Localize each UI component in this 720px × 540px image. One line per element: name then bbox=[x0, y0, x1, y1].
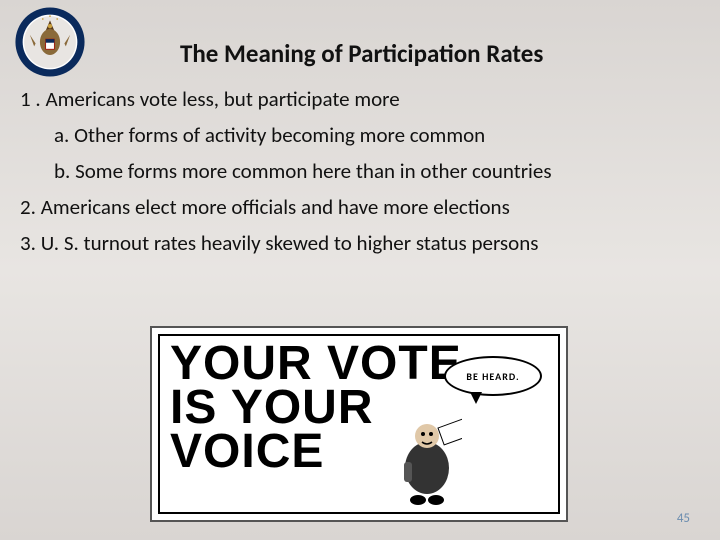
us-seal-logo bbox=[14, 6, 86, 78]
cartoon-line1: YOUR VOTE bbox=[170, 342, 462, 386]
cartoon-inner: YOUR VOTE IS YOUR VOICE BE HEARD. bbox=[158, 334, 560, 514]
slide-title: The Meaning of Participation Rates bbox=[180, 38, 543, 69]
content-area: 1 . Americans vote less, but participate… bbox=[20, 86, 700, 256]
cartoon-figure bbox=[392, 410, 462, 506]
page-number: 45 bbox=[677, 511, 690, 526]
point-2: 2. Americans elect more officials and ha… bbox=[20, 194, 700, 220]
point-1b: b. Some forms more common here than in o… bbox=[54, 158, 700, 184]
point-1a: a. Other forms of activity becoming more… bbox=[54, 122, 700, 148]
point-3: 3. U. S. turnout rates heavily skewed to… bbox=[20, 230, 700, 256]
point-1: 1 . Americans vote less, but participate… bbox=[20, 86, 700, 112]
point-2-text: 2. Americans elect more officials and ha… bbox=[20, 194, 700, 220]
cartoon-image: YOUR VOTE IS YOUR VOICE BE HEARD. bbox=[150, 326, 568, 522]
speech-bubble: BE HEARD. bbox=[444, 356, 542, 396]
